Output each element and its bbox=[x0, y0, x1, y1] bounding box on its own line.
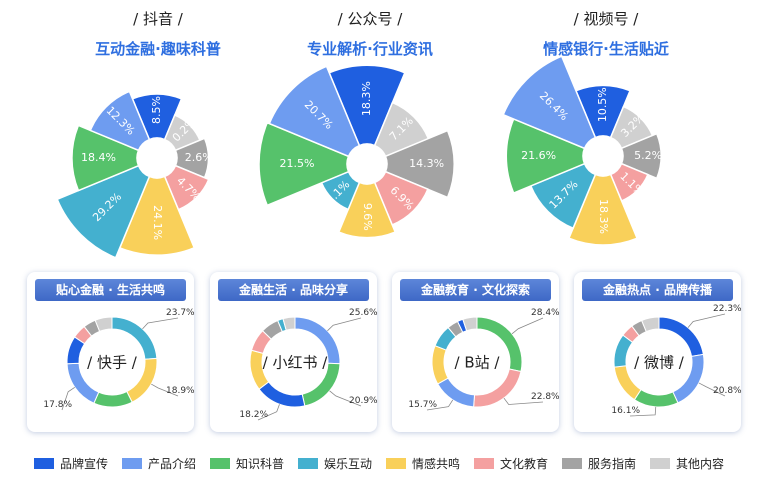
legend-item-2: 知识科普 bbox=[210, 455, 284, 472]
rose-gongzhonghao-label-0: 18.3% bbox=[360, 81, 373, 116]
rose-douyin-label-6: 18.4% bbox=[81, 151, 116, 164]
legend-swatch bbox=[386, 458, 406, 469]
card-header-kuaishou: 贴心金融 · 生活共鸣 bbox=[35, 279, 186, 301]
rose-shipinhao-label-4: 18.3% bbox=[597, 199, 610, 234]
chart-title-gongzhonghao: / 公众号 / bbox=[337, 10, 403, 28]
rose-gongzhonghao-hole bbox=[347, 144, 387, 184]
legend-label: 娱乐互动 bbox=[324, 457, 373, 471]
legend-swatch bbox=[562, 458, 582, 469]
rose-douyin-label-0: 8.5% bbox=[150, 96, 163, 124]
legend-label: 文化教育 bbox=[500, 457, 549, 471]
chart-subtitle-gongzhonghao: 专业解析·行业资讯 bbox=[307, 40, 433, 58]
rose-shipinhao-hole bbox=[583, 136, 623, 176]
legend-item-4: 情感共鸣 bbox=[386, 455, 460, 472]
legend-swatch bbox=[650, 458, 670, 469]
legend-swatch bbox=[34, 458, 54, 469]
chart-subtitle-douyin: 互动金融·趣味科普 bbox=[95, 40, 221, 58]
card-weibo: 金融热点 · 品牌传播 bbox=[574, 272, 741, 432]
legend-label: 服务指南 bbox=[588, 457, 637, 471]
chart-title-douyin: / 抖音 / bbox=[133, 10, 183, 28]
legend-swatch bbox=[210, 458, 230, 469]
rose-gongzhonghao-label-4: 9.6% bbox=[361, 203, 374, 231]
legend-item-1: 产品介绍 bbox=[122, 455, 196, 472]
legend-swatch bbox=[122, 458, 142, 469]
card-xiaohongshu: 金融生活 · 品味分享 bbox=[210, 272, 377, 432]
chart-title-shipinhao: / 视频号 / bbox=[573, 10, 639, 28]
rose-gongzhonghao-label-2: 14.3% bbox=[409, 157, 444, 170]
card-kuaishou: 贴心金融 · 生活共鸣 bbox=[27, 272, 194, 432]
legend-label: 知识科普 bbox=[236, 457, 285, 471]
rose-shipinhao-label-2: 5.2% bbox=[634, 149, 662, 162]
card-header-xiaohongshu: 金融生活 · 品味分享 bbox=[218, 279, 369, 301]
legend-swatch bbox=[474, 458, 494, 469]
legend-item-0: 品牌宣传 bbox=[34, 455, 108, 472]
card-bilibili: 金融教育 · 文化探索 bbox=[392, 272, 559, 432]
chart-subtitle-shipinhao: 情感银行·生活贴近 bbox=[543, 40, 669, 58]
rose-shipinhao-label-6: 21.6% bbox=[521, 149, 556, 162]
rose-shipinhao-label-0: 10.5% bbox=[596, 87, 609, 122]
rose-douyin-hole bbox=[137, 138, 177, 178]
rose-douyin-label-2: 2.6% bbox=[185, 151, 213, 164]
card-header-weibo: 金融热点 · 品牌传播 bbox=[582, 279, 733, 301]
legend-item-3: 娱乐互动 bbox=[298, 455, 372, 472]
legend-label: 情感共鸣 bbox=[412, 457, 461, 471]
legend-swatch bbox=[298, 458, 318, 469]
card-header-bilibili: 金融教育 · 文化探索 bbox=[400, 279, 551, 301]
legend-label: 品牌宣传 bbox=[60, 457, 109, 471]
rose-charts: 8.5%0.2%2.6%4.7%24.1%29.2%18.4%12.3%18.3… bbox=[56, 55, 662, 259]
legend-item-7: 其他内容 bbox=[650, 455, 724, 472]
legend-label: 产品介绍 bbox=[148, 457, 197, 471]
legend-item-6: 服务指南 bbox=[562, 455, 636, 472]
legend-label: 其他内容 bbox=[676, 457, 725, 471]
legend-item-5: 文化教育 bbox=[474, 455, 548, 472]
rose-gongzhonghao-label-6: 21.5% bbox=[280, 157, 315, 170]
rose-douyin-label-4: 24.1% bbox=[151, 205, 164, 240]
